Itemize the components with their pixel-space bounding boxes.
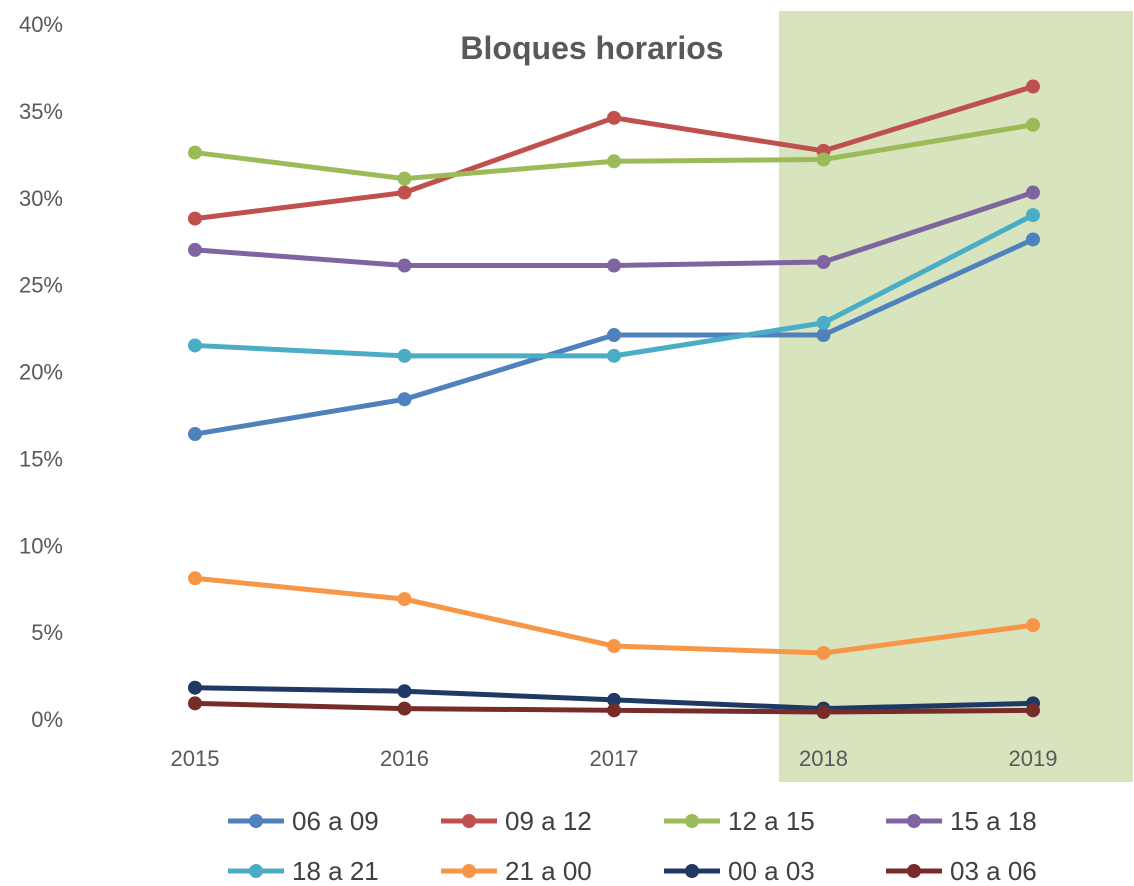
data-point bbox=[1026, 618, 1040, 633]
data-point bbox=[816, 255, 831, 270]
series-03-a-06 bbox=[188, 696, 1040, 720]
y-tick-label: 40% bbox=[19, 12, 63, 37]
data-point bbox=[1026, 208, 1040, 223]
y-tick-label: 35% bbox=[19, 99, 63, 124]
x-tick-label: 2017 bbox=[590, 746, 639, 771]
data-point bbox=[188, 211, 202, 226]
data-point bbox=[816, 705, 831, 720]
x-tick-label: 2016 bbox=[380, 746, 429, 771]
legend-label: 06 a 09 bbox=[292, 806, 379, 836]
data-point bbox=[397, 258, 412, 273]
highlight-band bbox=[779, 11, 1133, 782]
legend-marker bbox=[462, 814, 476, 828]
y-tick-label: 5% bbox=[31, 620, 63, 645]
series-lines bbox=[188, 79, 1040, 720]
data-point bbox=[1026, 117, 1040, 132]
data-point bbox=[607, 258, 621, 273]
legend-marker bbox=[249, 814, 263, 828]
series-06-a-09 bbox=[188, 232, 1040, 442]
data-point bbox=[607, 639, 621, 654]
x-tick-label: 2015 bbox=[171, 746, 220, 771]
data-point bbox=[188, 696, 202, 711]
y-tick-label: 20% bbox=[19, 360, 63, 385]
legend-marker bbox=[249, 864, 263, 878]
legend-label: 03 a 06 bbox=[950, 856, 1037, 886]
data-point bbox=[607, 703, 621, 718]
series-15-a-18 bbox=[188, 185, 1040, 273]
data-point bbox=[607, 110, 621, 125]
series-12-a-15 bbox=[188, 117, 1040, 186]
legend-item: 06 a 09 bbox=[228, 806, 379, 836]
data-point bbox=[816, 328, 831, 343]
legend-marker bbox=[907, 814, 921, 828]
data-point bbox=[188, 242, 202, 257]
legend-item: 03 a 06 bbox=[886, 856, 1037, 886]
legend: 06 a 09 09 a 12 12 a 15 15 a 18 18 a 21 21 a … bbox=[228, 806, 1037, 886]
legend-label: 12 a 15 bbox=[728, 806, 815, 836]
legend-marker bbox=[685, 864, 699, 878]
data-point bbox=[816, 645, 831, 660]
data-point bbox=[397, 592, 412, 607]
data-point bbox=[607, 328, 621, 343]
y-tick-label: 25% bbox=[19, 273, 63, 298]
legend-item: 15 a 18 bbox=[886, 806, 1037, 836]
legend-item: 18 a 21 bbox=[228, 856, 379, 886]
data-point bbox=[397, 684, 412, 699]
y-tick-label: 10% bbox=[19, 533, 63, 558]
data-point bbox=[1026, 79, 1040, 94]
data-point bbox=[816, 152, 831, 167]
data-point bbox=[188, 680, 202, 695]
data-point bbox=[397, 171, 412, 186]
data-point bbox=[188, 338, 202, 353]
legend-marker bbox=[462, 864, 476, 878]
data-point bbox=[1026, 703, 1040, 718]
data-point bbox=[1026, 232, 1040, 247]
legend-marker bbox=[685, 814, 699, 828]
data-point bbox=[188, 427, 202, 442]
data-point bbox=[607, 154, 621, 169]
y-axis-ticks: 0% 5% 10% 15% 20% 25% 30% 35% 40% bbox=[19, 12, 63, 732]
legend-item: 09 a 12 bbox=[441, 806, 592, 836]
series-21-a-00 bbox=[188, 571, 1040, 660]
x-axis-ticks: 2015 2016 2017 2018 2019 bbox=[171, 746, 1058, 771]
legend-item: 00 a 03 bbox=[664, 856, 815, 886]
y-tick-label: 0% bbox=[31, 707, 63, 732]
legend-label: 00 a 03 bbox=[728, 856, 815, 886]
data-point bbox=[397, 348, 412, 363]
data-point bbox=[397, 392, 412, 407]
data-point bbox=[607, 348, 621, 363]
data-point bbox=[188, 145, 202, 160]
data-point bbox=[1026, 185, 1040, 200]
data-point bbox=[397, 701, 412, 716]
legend-label: 21 a 00 bbox=[505, 856, 592, 886]
data-point bbox=[816, 315, 831, 330]
series-09-a-12 bbox=[188, 79, 1040, 226]
legend-item: 21 a 00 bbox=[441, 856, 592, 886]
legend-item: 12 a 15 bbox=[664, 806, 815, 836]
legend-label: 09 a 12 bbox=[505, 806, 592, 836]
legend-label: 18 a 21 bbox=[292, 856, 379, 886]
chart-title: Bloques horarios bbox=[460, 30, 723, 66]
legend-marker bbox=[907, 864, 921, 878]
data-point bbox=[397, 185, 412, 200]
series-18-a-21 bbox=[188, 208, 1040, 363]
x-tick-label: 2018 bbox=[799, 746, 848, 771]
data-point bbox=[607, 692, 621, 707]
x-tick-label: 2019 bbox=[1009, 746, 1058, 771]
y-tick-label: 30% bbox=[19, 186, 63, 211]
legend-label: 15 a 18 bbox=[950, 806, 1037, 836]
data-point bbox=[188, 571, 202, 586]
y-tick-label: 15% bbox=[19, 446, 63, 471]
